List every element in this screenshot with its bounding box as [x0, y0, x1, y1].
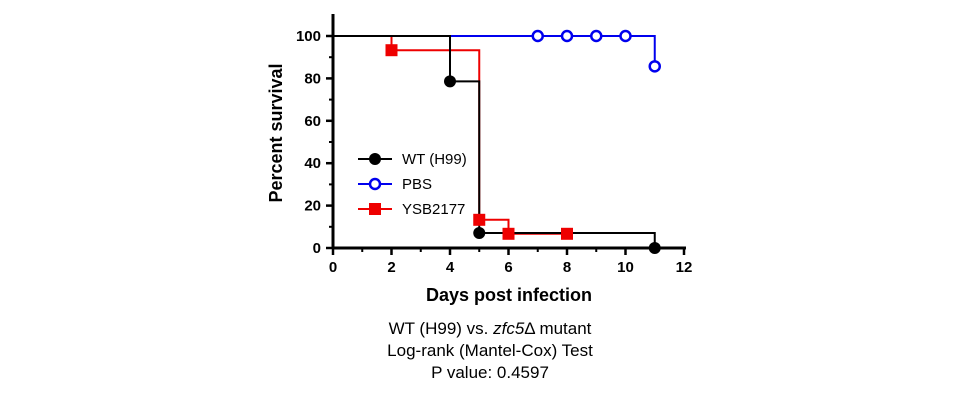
- x-tick-label: 6: [504, 259, 512, 276]
- caption-gene-name: zfc5: [493, 319, 525, 338]
- plot-series-layer: [333, 35, 656, 248]
- data-point: [590, 29, 603, 43]
- caption-test-name: Log-rank (Mantel-Cox) Test: [387, 341, 593, 360]
- data-point: [385, 44, 398, 57]
- data-point: [368, 177, 382, 191]
- data-point: [619, 29, 632, 43]
- x-tick-label: 0: [329, 259, 337, 276]
- data-point: [560, 29, 574, 43]
- y-tick-label: 60: [304, 113, 321, 130]
- y-tick-label: 20: [304, 198, 321, 215]
- data-point: [369, 203, 381, 215]
- data-point: [369, 153, 381, 165]
- caption-p-value: P value: 0.4597: [431, 363, 549, 382]
- data-point: [648, 60, 661, 73]
- x-tick-label: 10: [617, 259, 634, 276]
- y-axis-title: Percent survival: [266, 63, 286, 202]
- y-tick-label: 100: [296, 28, 321, 45]
- legend-label: YSB2177: [402, 201, 465, 218]
- data-point: [444, 75, 456, 88]
- data-point: [473, 213, 486, 226]
- data-point: [502, 227, 515, 240]
- x-tick-label: 12: [676, 259, 693, 276]
- x-axis-title: Days post infection: [426, 285, 592, 305]
- data-point: [561, 227, 573, 240]
- caption-comparison-prefix: WT (H99) vs.: [388, 319, 494, 338]
- legend-label: PBS: [402, 176, 432, 193]
- y-tick-label: 40: [304, 155, 321, 172]
- y-tick-label: 80: [304, 70, 321, 87]
- axes: 0 20 40 60 80 100 0 2 4 6 8 10 12: [296, 14, 692, 276]
- caption-comparison: WT (H99) vs. zfc5Δ mutant: [330, 318, 650, 340]
- x-tick-label: 8: [563, 259, 571, 276]
- x-tick-label: 4: [446, 259, 455, 276]
- y-tick-label: 0: [313, 240, 321, 257]
- data-point: [473, 226, 486, 239]
- plot-markers-layer: [385, 29, 661, 254]
- legend-label: WT (H99): [402, 151, 467, 168]
- series-line-0: [333, 35, 656, 248]
- data-point: [531, 29, 544, 43]
- legend: WT (H99) PBS YSB2177: [358, 151, 467, 218]
- caption-comparison-suffix: Δ mutant: [524, 319, 592, 338]
- series-line-1: [333, 35, 656, 67]
- x-tick-label: 2: [387, 259, 395, 276]
- statistics-caption: WT (H99) vs. zfc5Δ mutant Log-rank (Mant…: [330, 318, 650, 384]
